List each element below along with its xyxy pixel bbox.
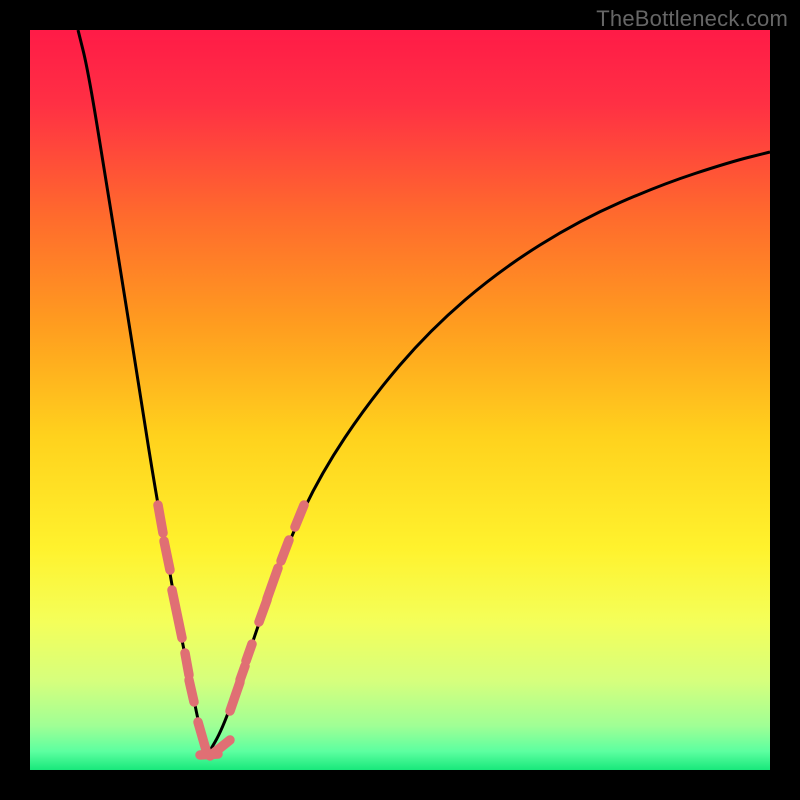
marker-segment <box>240 666 245 680</box>
marker-segment <box>185 653 189 675</box>
bottleneck-chart <box>0 0 800 800</box>
marker-segment <box>158 505 163 533</box>
watermark-label: TheBottleneck.com <box>596 6 788 32</box>
chart-stage: TheBottleneck.com <box>0 0 800 800</box>
marker-segment <box>246 644 252 661</box>
marker-segment <box>189 680 194 702</box>
marker-segment <box>164 541 170 570</box>
